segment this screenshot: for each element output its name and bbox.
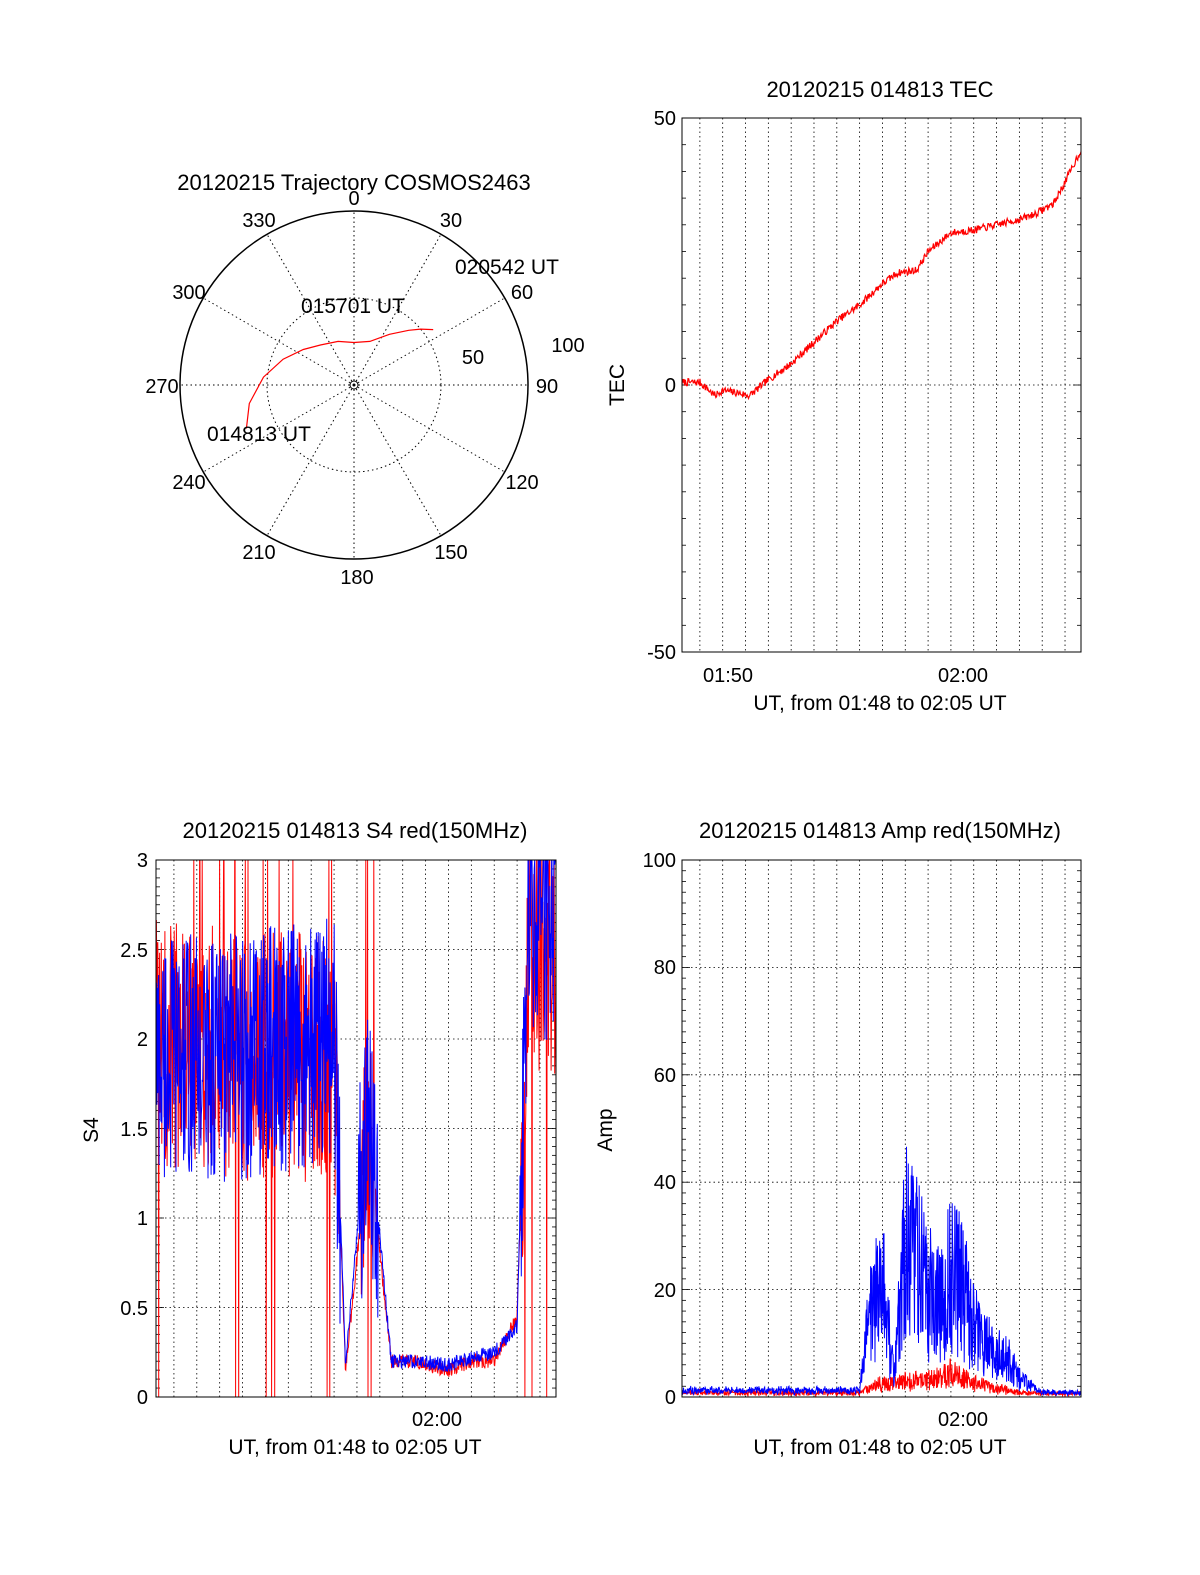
tec-xtick-0150: 01:50 [703,665,753,687]
polar-spoke-300 [203,297,355,386]
s4-xlabel: UT, from 01:48 to 02:05 UT [228,1436,481,1459]
tec-ylabel: TEC [606,364,629,406]
tec-plot-frame [681,117,1082,653]
s4-ytick-2-5: 2.5 [120,940,148,962]
s4-ytick-3: 3 [137,850,148,872]
amp-title: 20120215 014813 Amp red(150MHz) [699,818,1061,843]
tec-xtick-0200: 02:00 [938,665,988,687]
s4-ytick-1: 1 [137,1208,148,1230]
tec-title: 20120215 014813 TEC [766,77,993,102]
amp-ytick-60: 60 [654,1065,676,1087]
tec-ytick-50: 50 [654,108,676,130]
amp-ytick-40: 40 [654,1172,676,1194]
annotation-start-time: 014813 UT [207,423,311,446]
az-label-210: 210 [242,542,275,564]
polar-spoke-210 [266,384,355,536]
az-label-90: 90 [536,376,558,398]
amp-ytick-20: 20 [654,1280,676,1302]
az-label-270: 270 [145,376,178,398]
az-label-150: 150 [434,542,467,564]
tec-grid [682,118,1081,652]
amp-xtick-0200: 02:00 [938,1409,988,1431]
radial-label-50: 50 [462,347,484,369]
polar-spoke-330 [266,234,355,386]
amp-blue-series-line [681,1146,1082,1397]
tec-chart-panel: 20120215 014813 TEC 50 0 -50 01:50 02:00… [606,77,1082,715]
polar-title: 20120215 Trajectory COSMOS2463 [177,170,530,195]
amp-tick-marks [682,859,1081,1398]
amp-ylabel: Amp [594,1108,617,1151]
tec-ytick-minus-50: -50 [647,642,676,664]
annotation-end-time: 020542 UT [455,256,559,279]
az-label-180: 180 [340,567,373,589]
s4-title: 20120215 014813 S4 red(150MHz) [183,818,528,843]
s4-grid [156,860,556,1397]
annotation-mid-time: 015701 UT [301,295,405,318]
az-label-120: 120 [505,472,538,494]
tec-xlabel: UT, from 01:48 to 02:05 UT [753,692,1006,715]
tec-series-line [681,151,1082,401]
s4-ytick-2: 2 [137,1029,148,1051]
polar-grid [180,211,528,559]
polar-spoke-240 [203,384,355,473]
s4-plot-frame [155,859,557,1398]
amp-ytick-100: 100 [643,850,676,872]
s4-chart-panel: 20120215 014813 S4 red(150MHz) 3 2.5 2 1… [80,818,557,1459]
az-label-300: 300 [172,282,205,304]
tec-ytick-0: 0 [665,375,676,397]
amp-plot-frame [681,859,1082,1398]
s4-ytick-0-5: 0.5 [120,1298,148,1320]
amp-ytick-80: 80 [654,957,676,979]
radial-label-100: 100 [551,335,584,357]
polar-ring-45 [266,297,442,473]
az-label-0: 0 [348,188,359,210]
az-label-30: 30 [440,210,462,232]
s4-ytick-0: 0 [137,1387,148,1409]
az-label-60: 60 [511,282,533,304]
az-label-240: 240 [172,472,205,494]
s4-xtick-0200: 02:00 [412,1409,462,1431]
amp-chart-panel: 20120215 014813 Amp red(150MHz) 100 80 6… [594,818,1082,1459]
polar-center [349,380,359,390]
polar-trajectory-line [245,328,434,429]
amp-xlabel: UT, from 01:48 to 02:05 UT [753,1436,1006,1459]
polar-outer-circle [179,210,529,560]
polar-azimuth-labels: 0 30 60 90 120 150 180 210 240 270 300 3… [145,188,558,589]
s4-ylabel: S4 [80,1117,103,1143]
az-label-330: 330 [242,210,275,232]
amp-ytick-0: 0 [665,1387,676,1409]
s4-ytick-1-5: 1.5 [120,1119,148,1141]
polar-trajectory-panel: 20120215 Trajectory COSMOS2463 0 30 60 9… [145,170,584,589]
s4-blue-series-line [155,859,556,1372]
